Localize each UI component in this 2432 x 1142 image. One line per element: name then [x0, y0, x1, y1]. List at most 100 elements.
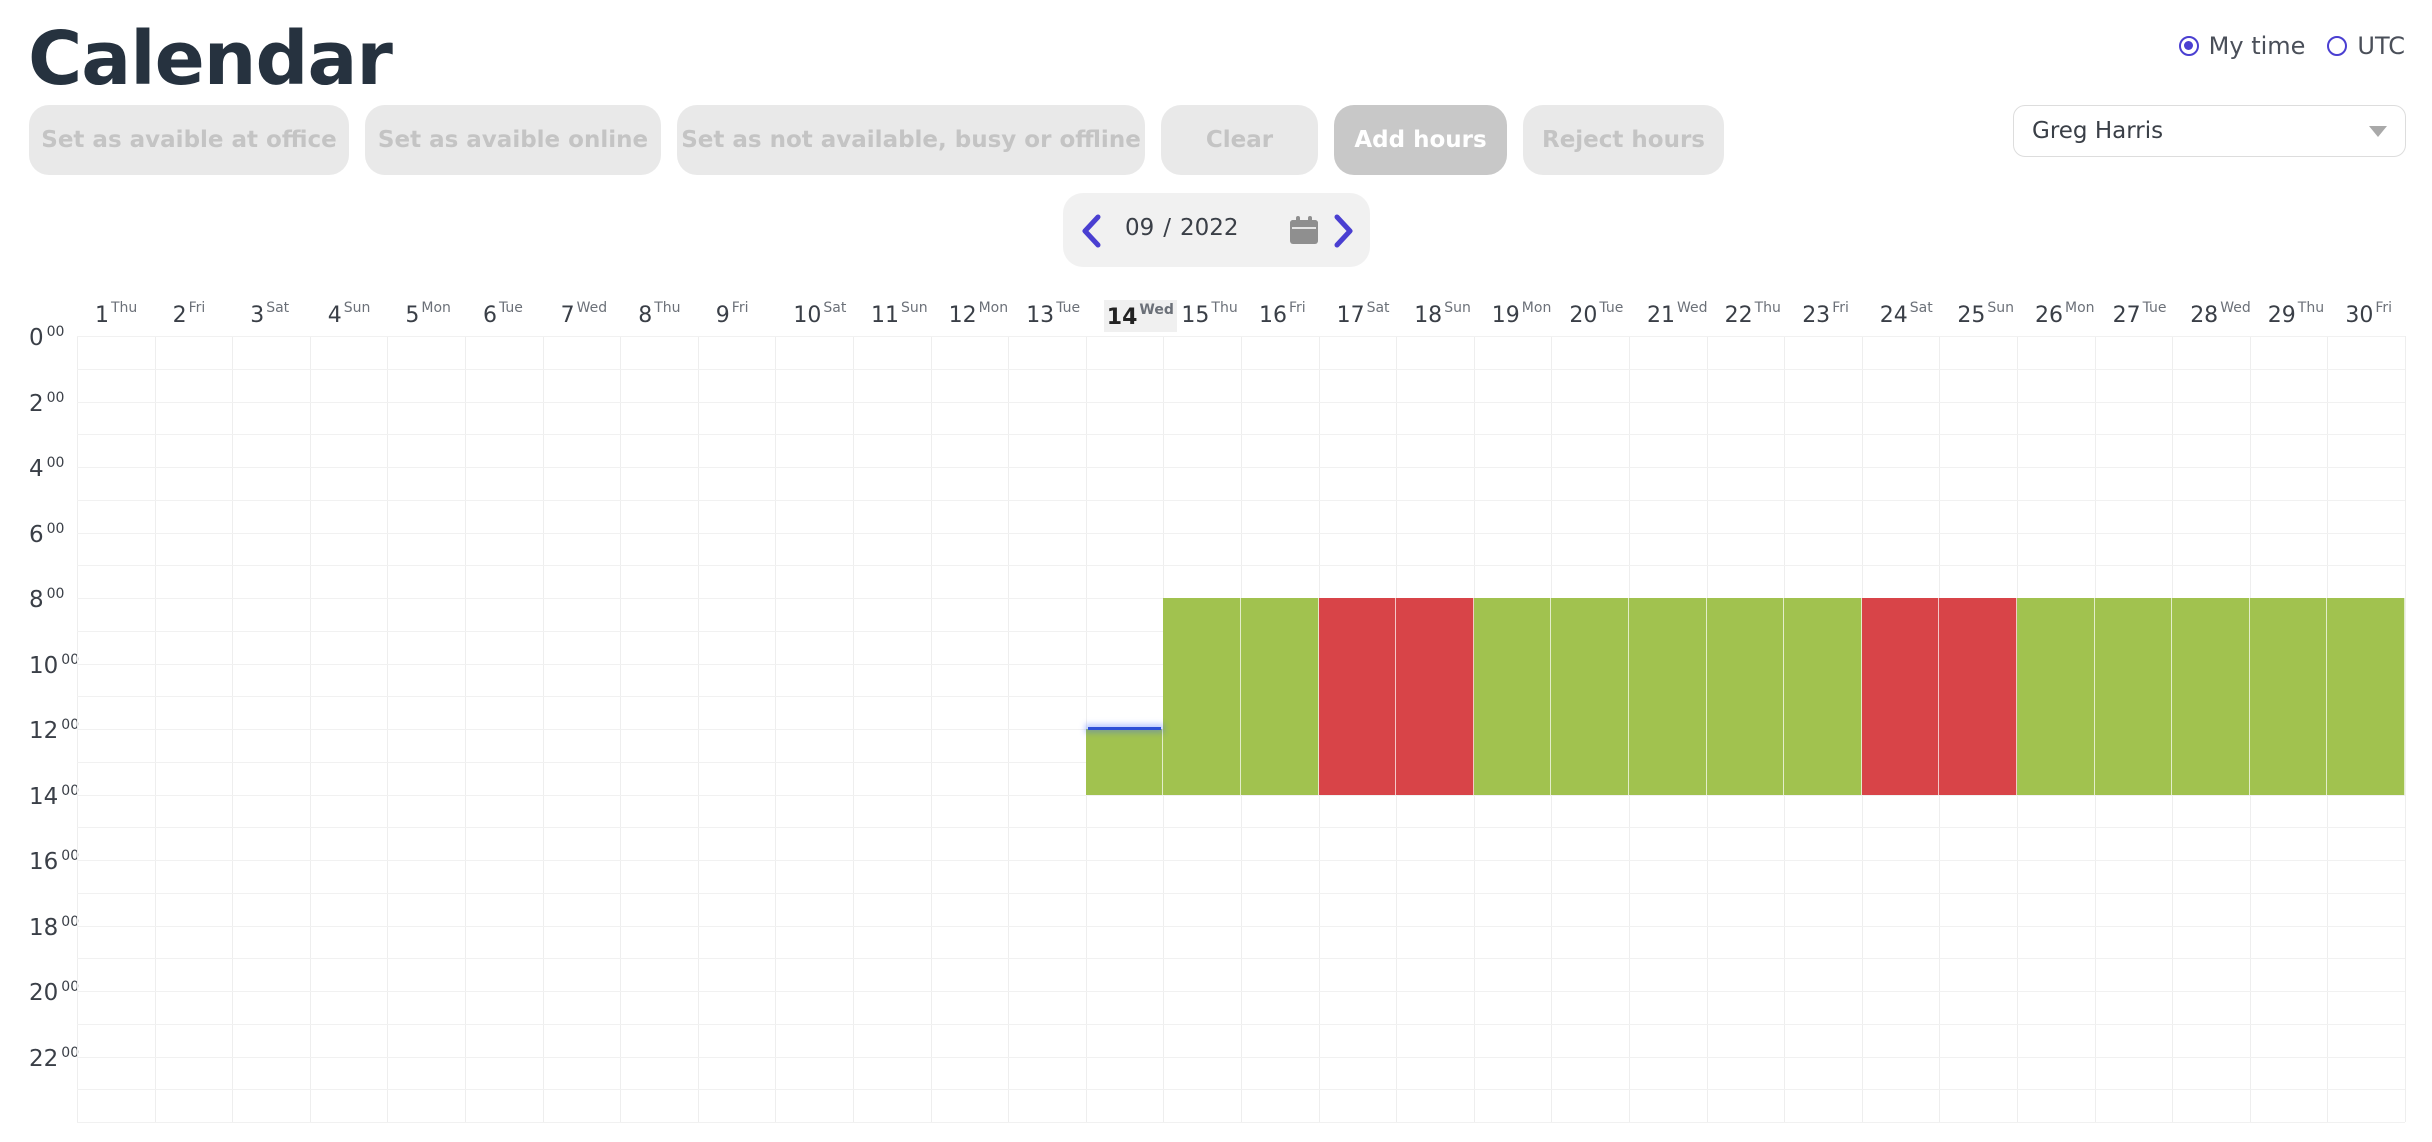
weekday-label: Sun: [1987, 300, 2015, 316]
day-header: 19 Mon: [1492, 300, 1552, 328]
grid-row-line: [77, 467, 2405, 468]
grid-row-line: [77, 892, 2405, 894]
day-header: 16 Fri: [1259, 300, 1306, 328]
hour-label: 4 00: [29, 455, 64, 482]
hour-label: 16 00: [29, 848, 79, 875]
availability-block[interactable]: [1085, 729, 1164, 795]
grid-row-line: [77, 401, 2405, 403]
hour-number: 8: [29, 587, 44, 613]
availability-block[interactable]: [2327, 598, 2405, 795]
day-number: 19: [1491, 303, 1520, 328]
day-header: 23 Fri: [1802, 300, 1849, 328]
day-number: 8: [638, 303, 653, 328]
day-number: 20: [1569, 303, 1598, 328]
radio-unchecked-icon[interactable]: [2327, 36, 2348, 56]
availability-block[interactable]: [1629, 598, 1707, 795]
day-number: 30: [2345, 303, 2374, 328]
chevron-down-icon: [2369, 126, 2387, 137]
set-not-available-button[interactable]: Set as not available, busy or offline: [677, 105, 1145, 175]
hour-number: 10: [29, 652, 59, 679]
availability-block[interactable]: [1241, 598, 1319, 795]
calendar-icon[interactable]: [1288, 214, 1320, 246]
set-available-office-button[interactable]: Set as avaible at office: [29, 105, 349, 175]
grid-row-line: [77, 1089, 2405, 1091]
weekday-label: Sun: [901, 300, 928, 316]
day-header: 20 Tue: [1569, 300, 1623, 328]
availability-block[interactable]: [2094, 598, 2173, 795]
calendar-grid[interactable]: [77, 336, 2406, 1123]
weekday-label: Wed: [1139, 302, 1174, 318]
weekday-label: Sun: [343, 300, 371, 316]
hour-label: 2 00: [29, 390, 64, 417]
radio-utc[interactable]: UTC: [2327, 32, 2405, 60]
reject-hours-button[interactable]: Reject hours: [1523, 105, 1724, 175]
grid-row-line: [77, 1122, 2405, 1123]
availability-block[interactable]: [1551, 598, 1629, 795]
day-number: 16: [1259, 303, 1287, 328]
grid-row-line: [77, 827, 2405, 829]
hour-minutes: 00: [61, 848, 80, 864]
availability-block[interactable]: [1784, 598, 1862, 795]
availability-block[interactable]: [2017, 598, 2095, 795]
radio-checked-icon[interactable]: [2178, 36, 2199, 56]
clear-button[interactable]: Clear: [1161, 105, 1318, 175]
day-number: 27: [2112, 303, 2141, 328]
hour-number: 14: [29, 783, 59, 810]
hour-label: 12 00: [29, 717, 79, 744]
radio-my-time[interactable]: My time: [2178, 32, 2305, 60]
availability-block[interactable]: [1706, 598, 1785, 795]
hour-minutes: 00: [46, 389, 65, 406]
month-year-display[interactable]: 09 / 2022: [1125, 215, 1239, 241]
grid-row-line: [77, 958, 2405, 960]
hour-label: 6 00: [29, 521, 64, 548]
unavailable-block[interactable]: [1318, 598, 1397, 795]
weekday-label: Fri: [188, 300, 206, 316]
day-header: 3 Sat: [250, 300, 289, 328]
day-number: 13: [1026, 303, 1055, 328]
radio-utc-label: UTC: [2357, 32, 2405, 60]
hour-label: 20 00: [29, 979, 79, 1006]
add-hours-button[interactable]: Add hours: [1334, 105, 1507, 175]
availability-block[interactable]: [2249, 598, 2328, 795]
chevron-left-icon[interactable]: [1076, 214, 1106, 248]
hour-minutes: 00: [61, 651, 80, 668]
weekday-label: Mon: [421, 300, 451, 316]
month-navigator: 09 / 2022: [1063, 193, 1370, 267]
day-header: 10 Sat: [793, 300, 846, 328]
day-header: 28 Wed: [2190, 300, 2251, 328]
day-header: 12 Mon: [949, 300, 1009, 328]
weekday-label: Sat: [266, 300, 290, 316]
weekday-label: Fri: [2375, 300, 2393, 316]
day-number: 21: [1647, 303, 1675, 328]
day-header-today: 14 Wed: [1103, 300, 1177, 332]
day-header: 29 Thu: [2268, 300, 2324, 328]
day-header: 15 Thu: [1181, 300, 1237, 328]
hour-number: 2: [29, 390, 44, 417]
day-number: 12: [948, 303, 977, 328]
hour-label: 0 00: [29, 324, 64, 351]
grid-row-line: [77, 1023, 2405, 1025]
unavailable-block[interactable]: [1396, 598, 1474, 795]
hour-label: 18 00: [29, 914, 79, 941]
weekday-label: Sat: [823, 300, 847, 316]
day-number: 4: [327, 303, 342, 328]
set-available-online-button[interactable]: Set as avaible online: [365, 105, 661, 175]
day-header: 11 Sun: [871, 300, 928, 328]
unavailable-block[interactable]: [1861, 598, 1940, 795]
grid-column-line: [2405, 336, 2406, 1122]
hour-number: 12: [29, 718, 59, 744]
hour-minutes: 00: [61, 782, 80, 799]
user-select[interactable]: Greg Harris: [2013, 105, 2406, 157]
day-number: 18: [1414, 303, 1443, 328]
day-header: 26 Mon: [2035, 300, 2095, 328]
availability-block[interactable]: [1163, 598, 1241, 795]
hour-number: 16: [29, 849, 59, 875]
weekday-label: Mon: [2065, 300, 2095, 316]
unavailable-block[interactable]: [1939, 598, 2017, 795]
availability-block[interactable]: [1473, 598, 1552, 795]
weekday-label: Sun: [1444, 300, 1471, 316]
day-header: 8 Thu: [638, 300, 680, 328]
chevron-right-icon[interactable]: [1329, 214, 1359, 248]
hour-minutes: 00: [61, 717, 80, 733]
availability-block[interactable]: [2172, 598, 2250, 795]
